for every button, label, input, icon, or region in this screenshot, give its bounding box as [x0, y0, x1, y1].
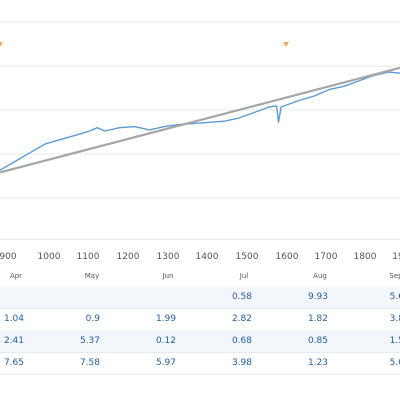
table-cell: 7.65: [3, 358, 24, 368]
trend-line: [0, 66, 400, 174]
table-cell: 5.97: [155, 358, 176, 368]
month-header: Jun: [162, 272, 174, 280]
x-tick-label: 900: [0, 252, 17, 262]
table-cell: 0.68: [231, 336, 252, 346]
month-header: Apr: [9, 272, 23, 280]
price-line: [0, 71, 400, 171]
table-cell: 7.58: [79, 358, 100, 368]
table-row: 7.65 7.58 5.97 3.98 1.23 5.0: [0, 352, 400, 374]
table-row: 0.58 9.93 5.6: [0, 286, 400, 308]
table-cell: 3.8: [389, 314, 400, 324]
table-cell: 1.5: [389, 336, 400, 346]
x-tick-label: 1300: [156, 252, 180, 262]
month-header: Aug: [313, 272, 327, 280]
x-tick-label: 1600: [275, 252, 299, 262]
x-tick-label: 1700: [314, 252, 338, 262]
table-row: 1.04 0.9 1.99 2.82 1.82 3.8: [0, 308, 400, 330]
event-marker[interactable]: [282, 42, 289, 47]
table-cell: 0.12: [155, 336, 176, 346]
x-tick-label: 1200: [116, 252, 140, 262]
row-divider: [0, 308, 400, 309]
x-tick-label: 1400: [195, 252, 219, 262]
row-divider: [0, 352, 400, 353]
table-cell: 1.23: [307, 358, 328, 368]
month-header: May: [84, 272, 100, 280]
table-row: 2.41 5.37 0.12 0.68 0.85 1.5: [0, 330, 400, 352]
table-cell: 0.58: [231, 292, 252, 302]
table-cell: 1.99: [155, 314, 176, 324]
table-cell: 5.0: [389, 358, 400, 368]
table-cell: 1.04: [3, 314, 24, 324]
x-tick-label: 1800: [353, 252, 377, 262]
x-tick-label: 19: [392, 252, 400, 262]
line-chart: [0, 21, 400, 240]
table-cell: 3.98: [231, 358, 252, 368]
table-cell: 0.85: [307, 336, 328, 346]
table-cell: 5.37: [79, 336, 100, 346]
table-cell: 0.9: [85, 314, 100, 324]
event-marker[interactable]: [0, 42, 3, 47]
table-cell: 5.6: [389, 292, 400, 302]
month-header: Jul: [239, 272, 249, 280]
table-cell: 2.82: [231, 314, 252, 324]
x-tick-label: 1500: [235, 252, 259, 262]
table-cell: 1.82: [307, 314, 328, 324]
row-divider: [0, 374, 400, 375]
x-tick-label: 1000: [37, 252, 61, 262]
table-cell: 2.41: [3, 336, 24, 346]
month-header: Sep: [389, 272, 400, 280]
table-cell: 9.93: [307, 292, 328, 302]
x-tick-label: 1100: [76, 252, 100, 262]
